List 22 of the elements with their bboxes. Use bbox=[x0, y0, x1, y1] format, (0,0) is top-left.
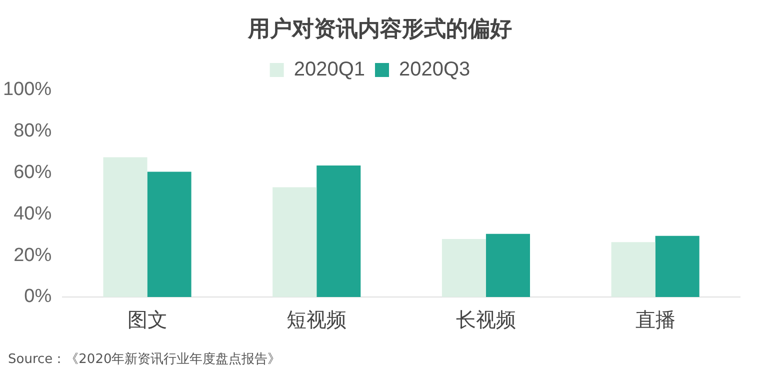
y-tick-label: 60% bbox=[14, 162, 52, 184]
bar bbox=[272, 187, 317, 297]
bar bbox=[655, 236, 700, 297]
bar bbox=[486, 234, 530, 297]
bar bbox=[442, 239, 486, 297]
y-tick-label: 20% bbox=[14, 244, 52, 266]
legend-label: 2020Q3 bbox=[399, 58, 470, 81]
bar bbox=[316, 166, 361, 297]
x-tick-label: 图文 bbox=[127, 310, 168, 332]
source-note: Source：《2020年新资讯行业年度盘点报告》 bbox=[8, 351, 281, 368]
y-tick-label: 100% bbox=[2, 79, 52, 100]
bar bbox=[611, 242, 656, 297]
y-tick-label: 40% bbox=[14, 203, 52, 224]
legend-label: 2020Q1 bbox=[294, 58, 365, 81]
bar bbox=[103, 157, 148, 297]
x-tick-label: 长视频 bbox=[456, 310, 516, 332]
y-tick-label: 80% bbox=[14, 120, 52, 142]
chart-title: 用户对资讯内容形式的偏好 bbox=[246, 16, 513, 44]
x-tick-label: 短视频 bbox=[286, 310, 347, 332]
x-tick-label: 直播 bbox=[635, 310, 676, 332]
bar bbox=[147, 172, 192, 297]
y-tick-label: 0% bbox=[24, 286, 52, 308]
